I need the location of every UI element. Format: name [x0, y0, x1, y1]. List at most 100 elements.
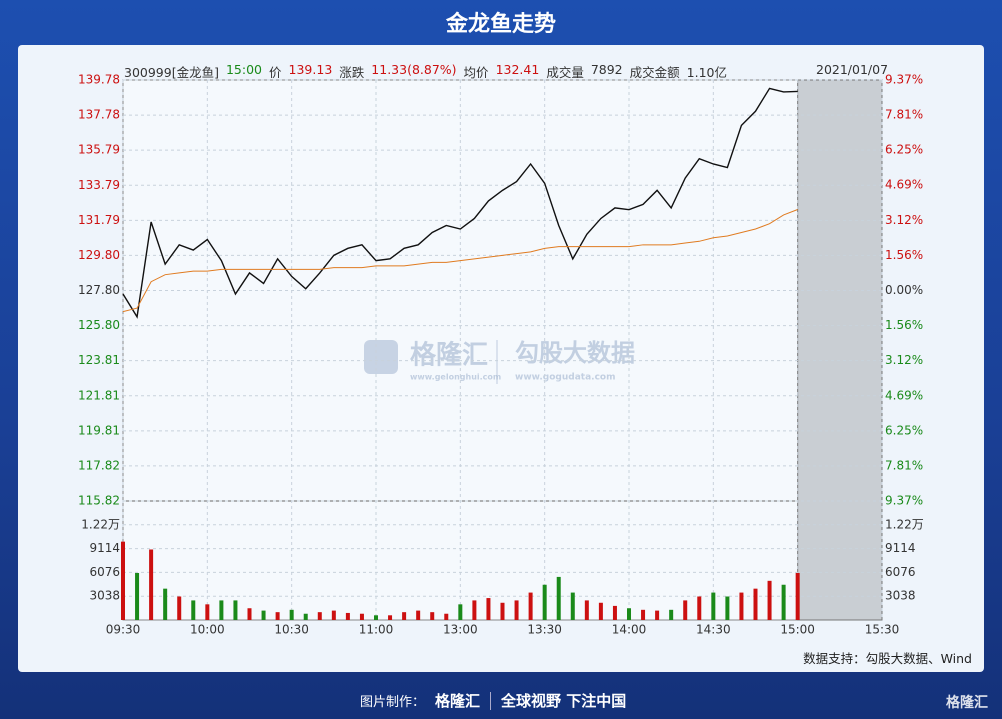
- y-tick-label: 129.80: [78, 248, 120, 262]
- volume-bar: [402, 612, 407, 620]
- y2-tick-label: 6.25%: [885, 143, 923, 157]
- volume-bar: [191, 600, 196, 620]
- volume-bar: [655, 610, 660, 620]
- watermark-brand2: 勾股大数据: [515, 339, 635, 367]
- volume-bar: [767, 580, 772, 620]
- volume-bar: [627, 608, 631, 620]
- volume-bar: [205, 604, 210, 620]
- volume-bar: [163, 588, 168, 620]
- volume-bar: [641, 609, 646, 620]
- volume-bar: [430, 612, 435, 620]
- volume-bar: [669, 609, 674, 620]
- y2-tick-label: 9.37%: [885, 73, 923, 87]
- volume-bar: [416, 610, 421, 620]
- info-item: 1.10亿: [686, 65, 727, 80]
- logo: 格隆汇: [946, 695, 988, 711]
- volume-bar: [177, 596, 182, 620]
- volume-bar: [739, 592, 744, 620]
- info-item: 价: [269, 65, 282, 80]
- y2-tick-label: 4.69%: [885, 388, 923, 402]
- info-item: 7892: [590, 62, 623, 77]
- footer: 图片制作： 格隆汇 全球视野 下注中国: [360, 690, 626, 711]
- x-tick-label: 10:30: [274, 623, 309, 637]
- volume-bar: [781, 584, 786, 620]
- volume-bar: [514, 600, 519, 620]
- x-tick-label: 10:00: [190, 623, 225, 637]
- x-tick-label: 14:00: [612, 623, 647, 637]
- volume-bar: [584, 600, 589, 620]
- y2-tick-label: 7.81%: [885, 458, 923, 472]
- price-line: [122, 209, 798, 313]
- y2-tick-label: 3.12%: [885, 213, 923, 227]
- volume-bar: [598, 602, 603, 620]
- volume-bar: [500, 602, 505, 620]
- volume-bar: [331, 610, 336, 620]
- volume-bar: [542, 584, 547, 620]
- volume-bar: [261, 610, 266, 620]
- volume-tick-label: 3038: [89, 589, 120, 603]
- volume-bar: [149, 549, 154, 620]
- volume-bar: [247, 608, 252, 620]
- x-tick-label: 11:00: [359, 623, 394, 637]
- volume-tick-label: 1.22万: [885, 517, 924, 531]
- footer-sep: [490, 691, 492, 710]
- x-tick-label: 15:30: [865, 623, 900, 637]
- volume-bar: [233, 600, 238, 620]
- volume-tick-label: 9114: [885, 541, 916, 555]
- info-item: 15:00: [225, 62, 263, 77]
- volume-tick-label: 6076: [89, 565, 120, 579]
- volume-bar: [275, 612, 280, 620]
- watermark-url2: www.gogudata.com: [515, 373, 615, 383]
- info-item: 132.41: [495, 62, 540, 77]
- y-tick-label: 131.79: [78, 213, 120, 227]
- price-line: [122, 87, 798, 319]
- volume-bar: [612, 605, 617, 620]
- volume-bar: [795, 572, 800, 620]
- y2-tick-label: 7.81%: [885, 108, 923, 122]
- info-item: 11.33(8.87%): [371, 62, 457, 77]
- y-tick-label: 119.81: [78, 423, 120, 437]
- info-item: 均价: [463, 65, 489, 80]
- volume-bar: [317, 612, 322, 620]
- volume-bar: [725, 596, 730, 620]
- volume-bar: [219, 600, 224, 620]
- x-tick-label: 15:00: [780, 623, 815, 637]
- volume-bar: [472, 600, 477, 620]
- volume-bar: [711, 592, 716, 620]
- footer-slogan: 全球视野 下注中国: [501, 692, 627, 710]
- volume-bar: [444, 613, 449, 620]
- volume-tick-label: 1.22万: [81, 517, 120, 531]
- volume-bar: [388, 615, 393, 620]
- y2-tick-label: 1.56%: [885, 318, 923, 332]
- volume-bar: [135, 572, 140, 620]
- watermark-icon: [364, 340, 398, 374]
- y-tick-label: 117.82: [78, 458, 120, 472]
- volume-tick-label: 9114: [89, 541, 120, 555]
- volume-tick-label: 3038: [885, 589, 916, 603]
- volume-bar: [303, 613, 308, 620]
- volume-bar: [359, 613, 364, 620]
- y-tick-label: 135.79: [78, 143, 120, 157]
- volume-bar: [121, 541, 125, 620]
- volume-bar: [697, 596, 702, 620]
- watermark-brand: 格隆汇: [410, 340, 488, 371]
- volume-bar: [486, 598, 491, 620]
- y2-tick-label: 1.56%: [885, 248, 923, 262]
- volume-bar: [570, 592, 575, 620]
- volume-bar: [289, 609, 294, 620]
- volume-bar: [556, 576, 561, 620]
- footer-label: 图片制作：: [360, 695, 426, 710]
- x-tick-label: 13:00: [443, 623, 478, 637]
- watermark-url: www.gelonghui.com: [410, 373, 501, 382]
- volume-bar: [753, 588, 758, 620]
- volume-bar: [458, 604, 463, 620]
- x-tick-label: 13:30: [527, 623, 562, 637]
- info-item: 成交金额: [629, 65, 680, 80]
- x-tick-label: 14:30: [696, 623, 731, 637]
- y2-tick-label: 4.69%: [885, 178, 923, 192]
- info-item: 139.13: [288, 62, 333, 77]
- y-tick-label: 123.81: [78, 353, 120, 367]
- date: 2021/01/07: [816, 62, 889, 77]
